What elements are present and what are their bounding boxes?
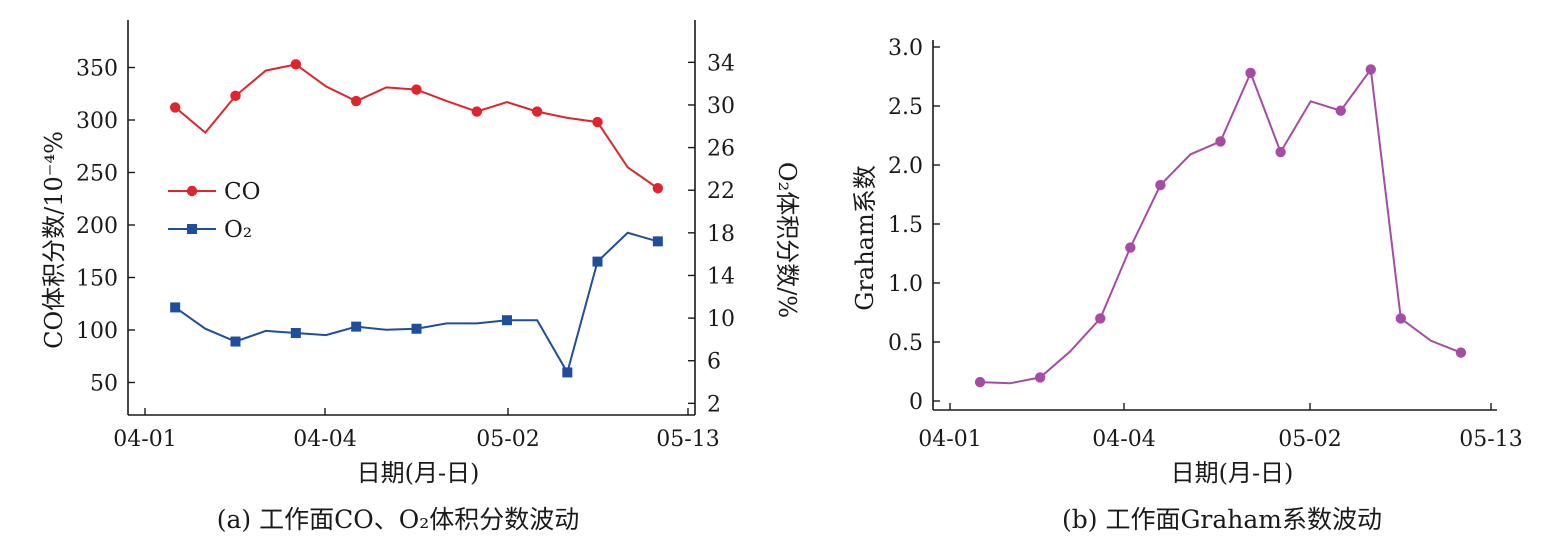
y-tick-label: 2.0 <box>888 154 923 179</box>
left-y-tick-labels: 50 100 150 200 250 300 350 <box>76 57 118 397</box>
data-point-graham <box>1455 347 1467 358</box>
right-y-tick-label: 6 <box>707 350 721 375</box>
x-tick-label: 05-13 <box>1459 427 1522 452</box>
x-tick-label: 05-02 <box>1278 427 1341 452</box>
right-y-tick-label: 14 <box>707 264 735 289</box>
data-point-o2 <box>502 315 512 326</box>
right-y-tick-label: 30 <box>707 94 735 119</box>
data-point-o2 <box>411 323 422 334</box>
right-y-tick-label: 26 <box>707 137 735 162</box>
x-tick-label: 04-04 <box>293 427 356 452</box>
axes <box>932 40 1497 411</box>
left-y-tick-label: 250 <box>76 162 118 187</box>
data-point-co <box>350 95 362 107</box>
data-point-graham <box>974 376 986 388</box>
y-tick-label: 1.0 <box>888 272 923 297</box>
series-layer <box>974 64 1467 388</box>
legend-marker-o2 <box>187 224 197 234</box>
x-tick-label: 05-02 <box>476 427 539 452</box>
y-tick-labels: 0 0.5 1.0 1.5 2.0 2.5 3.0 <box>888 36 923 415</box>
x-tick-label: 04-04 <box>1092 427 1155 452</box>
data-point-co <box>471 106 483 117</box>
data-point-graham <box>1215 136 1226 147</box>
data-point-o2 <box>592 256 603 267</box>
data-point-graham <box>1275 146 1286 158</box>
y-tick-label: 0.5 <box>888 331 923 356</box>
tick-marks <box>128 61 695 415</box>
data-point-graham <box>1245 67 1256 79</box>
series-line-o2 <box>174 231 659 375</box>
legend-marker-co <box>186 185 198 197</box>
data-point-co <box>290 59 302 70</box>
left-y-tick-label: 350 <box>76 57 118 82</box>
x-tick-label: 04-01 <box>113 427 176 452</box>
data-point-co <box>169 102 181 113</box>
data-point-o2 <box>230 336 241 347</box>
x-tick-label: 04-01 <box>918 427 981 452</box>
right-y-tick-label: 18 <box>707 222 735 247</box>
data-point-graham <box>1335 105 1346 116</box>
y-tick-label: 2.5 <box>888 95 923 120</box>
legend-label-o2: O₂ <box>224 217 252 243</box>
data-point-co <box>531 106 543 117</box>
right-y-tick-label: 10 <box>707 307 735 332</box>
data-point-co <box>592 116 603 128</box>
caption-b: (b) 工作面Graham系数波动 <box>1062 505 1382 534</box>
x-axis-title: 日期(月-日) <box>357 459 480 487</box>
y-tick-label: 1.5 <box>888 213 923 238</box>
left-y-tick-label: 300 <box>76 109 118 134</box>
x-tick-labels: 04-01 04-04 05-02 05-13 <box>918 427 1522 452</box>
data-point-graham <box>1125 242 1136 253</box>
data-point-o2 <box>652 236 663 247</box>
x-tick-label: 05-13 <box>656 427 719 452</box>
data-point-o2 <box>562 367 573 378</box>
axes <box>127 20 696 416</box>
data-point-co <box>652 183 664 194</box>
tick-marks <box>933 46 1492 410</box>
right-y-tick-label: 34 <box>707 51 735 76</box>
data-point-co <box>411 84 422 95</box>
series-line-co <box>174 63 659 190</box>
x-axis-title: 日期(月-日) <box>1171 459 1294 487</box>
data-point-graham <box>1095 313 1106 324</box>
chart-graham: 0 0.5 1.0 1.5 2.0 2.5 3.0 04-01 04-04 05-02 05-13… <box>851 36 1523 534</box>
left-y-tick-label: 50 <box>90 372 118 397</box>
data-point-graham <box>1155 179 1166 191</box>
left-y-tick-label: 150 <box>76 267 118 292</box>
left-y-tick-label: 100 <box>76 319 118 344</box>
data-point-graham <box>1034 372 1046 383</box>
legend-label-co: CO <box>224 179 260 205</box>
x-tick-labels: 04-01 04-04 05-02 05-13 <box>113 427 719 452</box>
legend: CO O₂ <box>168 179 260 243</box>
right-y-axis-title: O₂体积分数/% <box>773 162 801 318</box>
data-point-graham <box>1365 64 1376 75</box>
y-axis-title: Graham系数 <box>851 165 879 310</box>
right-y-tick-label: 2 <box>707 392 721 417</box>
data-point-co <box>230 90 241 102</box>
left-y-axis-title: CO体积分数/10⁻⁴% <box>40 131 68 349</box>
left-y-tick-label: 200 <box>76 214 118 239</box>
data-point-graham <box>1395 313 1407 324</box>
data-point-o2 <box>290 328 301 339</box>
data-point-o2 <box>170 302 181 313</box>
y-tick-label: 3.0 <box>888 36 923 61</box>
series-layer <box>169 59 664 378</box>
data-point-o2 <box>351 321 362 332</box>
y-tick-label: 0 <box>909 390 923 415</box>
caption-a: (a) 工作面CO、O₂体积分数波动 <box>217 505 580 534</box>
series-line-graham <box>980 66 1462 385</box>
right-y-tick-label: 22 <box>707 179 735 204</box>
